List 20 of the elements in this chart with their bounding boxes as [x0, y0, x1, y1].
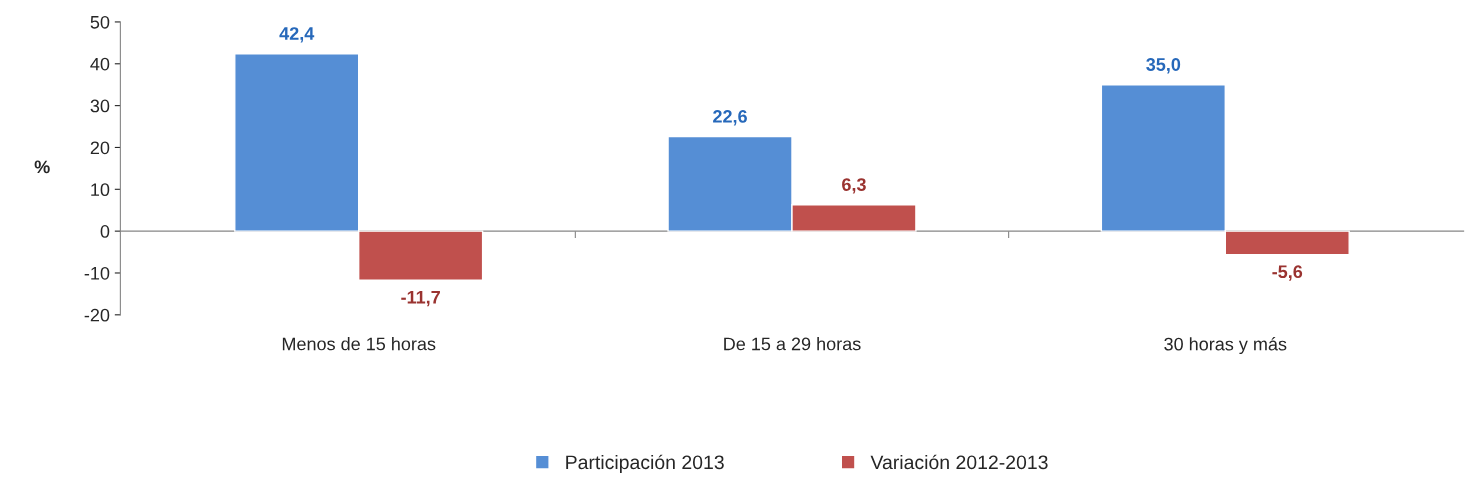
y-tick-label: 30: [90, 99, 110, 113]
y-axis-title: %: [34, 160, 50, 174]
y-tick-label: -10: [84, 266, 110, 280]
data-label: 22,6: [713, 109, 747, 126]
y-tick-label: 0: [100, 225, 110, 238]
legend-label: Variación 2012-2013: [870, 454, 1048, 470]
y-tick-label: 20: [90, 141, 110, 155]
data-label: 6,3: [842, 178, 866, 194]
x-tick-label: 30 horas y más: [1164, 337, 1287, 355]
y-tick-label: 50: [90, 15, 110, 29]
x-tick-label: Menos de 15 horas: [282, 337, 436, 351]
data-label: -11,7: [401, 291, 440, 307]
y-tick-label: 10: [91, 183, 110, 197]
y-tick-label: -20: [84, 308, 110, 322]
data-label: 35,0: [1146, 58, 1181, 74]
x-tick-label: De 15 a 29 horas: [724, 337, 861, 351]
data-label: 42,4: [279, 27, 315, 43]
data-label: -5,6: [1272, 265, 1303, 281]
y-tick-label: 40: [90, 57, 110, 71]
legend-label: Participación 2013: [566, 454, 724, 474]
